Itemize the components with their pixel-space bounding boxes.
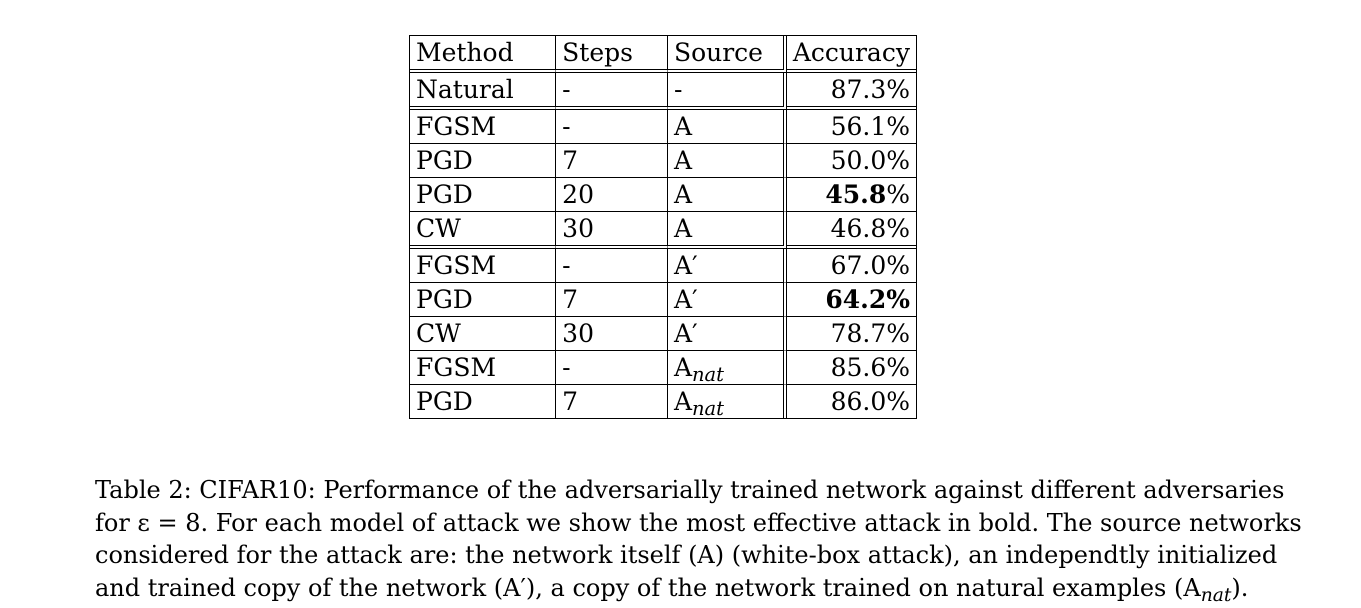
table-row: FGSM - A′ 67.0% — [410, 249, 916, 283]
caption-line: considered for the attack are: the netwo… — [95, 541, 1278, 569]
caption-line: and trained copy of the network (A′), a … — [95, 573, 1249, 606]
cell-source: A′ — [667, 283, 787, 317]
cell-method: FGSM — [410, 249, 557, 283]
header-source: Source — [667, 36, 787, 73]
cell-method: FGSM — [410, 351, 557, 385]
cell-source: A — [667, 110, 787, 144]
cell-steps: 7 — [556, 144, 668, 178]
cell-source: Anat — [667, 351, 787, 385]
table-row: FGSM - Anat 85.6% — [410, 351, 916, 385]
table-row: PGD 7 A 50.0% — [410, 144, 916, 178]
table-row: PGD 7 A′ 64.2% — [410, 283, 916, 317]
caption-line: for ε = 8. For each model of attack we s… — [95, 508, 1302, 537]
cell-accuracy: 86.0% — [830, 387, 910, 416]
cell-method: PGD — [410, 144, 557, 178]
cell-method: CW — [410, 212, 557, 249]
results-table: Method Steps Source Accuracy Natural - -… — [409, 35, 917, 419]
cell-source: A — [667, 144, 787, 178]
cell-steps: 30 — [556, 317, 668, 351]
header-accuracy: Accuracy — [786, 36, 916, 73]
cell-steps: 30 — [556, 212, 668, 249]
cell-source: A — [667, 178, 787, 212]
table-caption: Table 2: CIFAR10: Performance of the adv… — [95, 474, 1302, 607]
table-row: CW 30 A′ 78.7% — [410, 317, 916, 351]
cell-steps: 7 — [556, 283, 668, 317]
cell-method: PGD — [410, 178, 557, 212]
caption-line: Table 2: CIFAR10: Performance of the adv… — [95, 476, 1285, 504]
cell-steps: - — [556, 249, 668, 283]
table-header-row: Method Steps Source Accuracy — [410, 36, 916, 73]
cell-method: Natural — [410, 73, 557, 110]
cell-accuracy: 45.8% — [786, 178, 916, 212]
header-method: Method — [410, 36, 557, 73]
cell-method: PGD — [410, 385, 557, 418]
cell-accuracy: 56.1% — [786, 110, 916, 144]
cell-accuracy: 67.0% — [786, 249, 916, 283]
table-row: Natural - - 87.3% — [410, 73, 916, 110]
cell-accuracy: 85.6% — [786, 351, 916, 385]
table-row: CW 30 A 46.8% — [410, 212, 916, 249]
cell-accuracy: 50.0% — [786, 144, 916, 178]
cell-method: PGD — [410, 283, 557, 317]
cell-accuracy: 78.7% — [786, 317, 916, 351]
cell-accuracy: 46.8% — [786, 212, 916, 249]
cell-source: Anat — [668, 385, 787, 419]
cell-accuracy: 87.3% — [786, 73, 916, 110]
cell-steps: 7 — [556, 385, 668, 418]
header-steps: Steps — [556, 36, 668, 73]
cell-accuracy: 64.2% — [786, 283, 916, 317]
cell-source: A′ — [667, 249, 787, 283]
cell-source: A′ — [667, 317, 787, 351]
cell-source: A — [667, 212, 787, 249]
cell-steps: - — [556, 110, 668, 144]
cell-steps: - — [556, 73, 668, 110]
cell-steps: 20 — [556, 178, 668, 212]
table-row: PGD 20 A 45.8% — [410, 178, 916, 212]
cell-method: CW — [410, 317, 557, 351]
cell-method: FGSM — [410, 110, 557, 144]
table-row: PGD 7 Anat 86.0% — [410, 385, 916, 419]
cell-steps: - — [556, 351, 668, 385]
cell-source: - — [667, 73, 787, 110]
table-row: FGSM - A 56.1% — [410, 110, 916, 144]
